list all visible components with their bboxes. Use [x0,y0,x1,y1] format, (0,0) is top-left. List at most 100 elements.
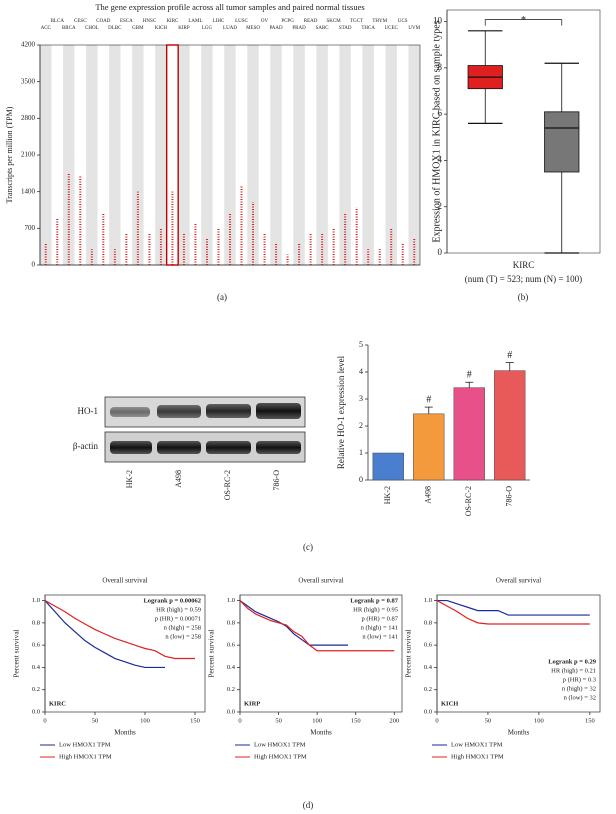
significance: * [521,15,526,26]
y-tick-label: 0.0 [424,708,432,715]
column-band [350,45,363,265]
stat-line: p (HR) = 0.00071 [155,615,201,622]
stat-line: n (high) = 258 [164,624,201,631]
stat-line: HR (high) = 0.21 [551,667,596,674]
y-tick-label: 0.8 [32,619,40,626]
y-tick-label: 4200 [21,41,36,49]
y-tick-label: 1.0 [227,597,235,604]
x-tick-label: 0 [238,717,241,724]
column-band [235,45,248,265]
category-label: HNSC [143,19,157,24]
bar [453,387,485,481]
stat-line: n (high) = 141 [361,624,398,631]
column-band [120,45,133,265]
significance: # [426,394,431,405]
x-tick-label: OS-RC-2 [464,486,473,516]
panel-label: (b) [518,292,529,302]
cohort-label: KICH [441,700,458,707]
y-tick-label: 0.2 [424,686,432,693]
stat-line: n (high) = 32 [562,685,596,692]
stat-line: Logrank p = 0.87 [350,597,399,604]
y-tick-label: 0.6 [227,642,236,649]
category-label: SARC [316,26,330,31]
category-label: UCS [398,19,408,24]
category-label: TGCT [350,19,363,24]
y-tick-label: 0.0 [227,708,235,715]
column-band [270,45,282,265]
y-tick-label: 10 [433,16,443,26]
y-tick-label: 8 [438,62,443,72]
category-label: UCEC [385,26,399,31]
category-label: ACC [41,26,52,31]
y-tick-label: 2800 [21,114,36,122]
y-tick-label: 0.6 [424,642,433,649]
y-tick-label: 0.0 [32,708,40,715]
column-band [63,45,75,265]
stat-line: Logrank p = 0.00062 [143,597,201,604]
y-axis-label: Transcripts per million (TPM) [5,106,14,203]
y-tick-label: 2 [438,201,443,211]
chart-title: Overall survival [298,577,343,585]
y-tick-label: 0.4 [424,664,433,671]
category-label: CESC [74,19,87,24]
survival-curve [44,600,165,669]
y-tick-label: 2100 [21,151,36,159]
chart-title: Overall survival [496,577,541,585]
survival-curve [239,600,348,646]
category-label: DLBC [108,26,122,31]
category-label: THYM [372,19,387,24]
category-label: THCA [361,26,375,31]
stat-line: n (low) = 258 [165,633,201,640]
bar [372,452,404,481]
x-axis-label: (num (T) = 523; num (N) = 100) [465,274,582,284]
bar [494,370,526,481]
category-label: LGG [202,26,213,31]
x-tick-label: 50 [485,717,492,724]
column-band [281,45,294,265]
legend-label: High HMOX1 TPM [451,753,504,760]
y-tick-label: 3500 [21,77,36,85]
column-band [212,45,225,265]
category-label: CHOL [85,26,99,31]
panel-label: (c) [303,542,313,552]
y-tick-label: 1400 [21,187,36,195]
x-tick-label: 200 [389,717,399,724]
western-blot [104,396,306,463]
column-band [258,45,271,265]
legend-label: Low HMOX1 TPM [59,741,111,748]
bar [413,413,445,481]
category-label: KIRC [166,19,179,24]
chart-title: The gene expression profile across all t… [95,2,364,12]
plot-frame [44,594,206,713]
legend-label: Low HMOX1 TPM [451,741,503,748]
category-label: KICH [155,26,168,31]
plot-frame [436,594,601,713]
x-tick-label: 0 [43,717,46,724]
lane-label: OS-RC-2 [223,470,232,500]
column-band [339,45,351,265]
y-axis-label: Relative HO-1 expression level [336,355,346,469]
plot-frame [239,594,403,713]
y-tick-label: 1.0 [424,597,432,604]
category-label: UVM [408,26,420,31]
x-tick-label: 100 [534,717,544,724]
y-tick-label: 0.8 [227,619,235,626]
y-tick-label: 700 [25,224,36,232]
legend-label: High HMOX1 TPM [254,753,307,760]
stat-line: p (HR) = 0.3 [563,676,596,683]
category-label: LUAD [223,26,237,31]
y-axis-label: Expression of HMOX1 in KIRC based on sam… [431,20,442,242]
stat-line: HR (high) = 0.59 [156,606,201,613]
x-tick-label: 150 [190,717,200,724]
y-axis-label: Percent survival [207,629,216,678]
category-label: SKCM [327,19,342,24]
x-tick-label: HK-2 [383,486,392,504]
survival-curve [436,600,590,625]
y-tick-label: 1.0 [32,597,40,604]
y-tick-label: 3 [359,394,363,403]
column-band [224,45,236,265]
stat-line: HR (high) = 0.95 [353,606,398,613]
cohort-label: KIRP [244,700,260,707]
x-axis-label: Months [310,729,332,737]
x-tick-label: 100 [140,717,150,724]
